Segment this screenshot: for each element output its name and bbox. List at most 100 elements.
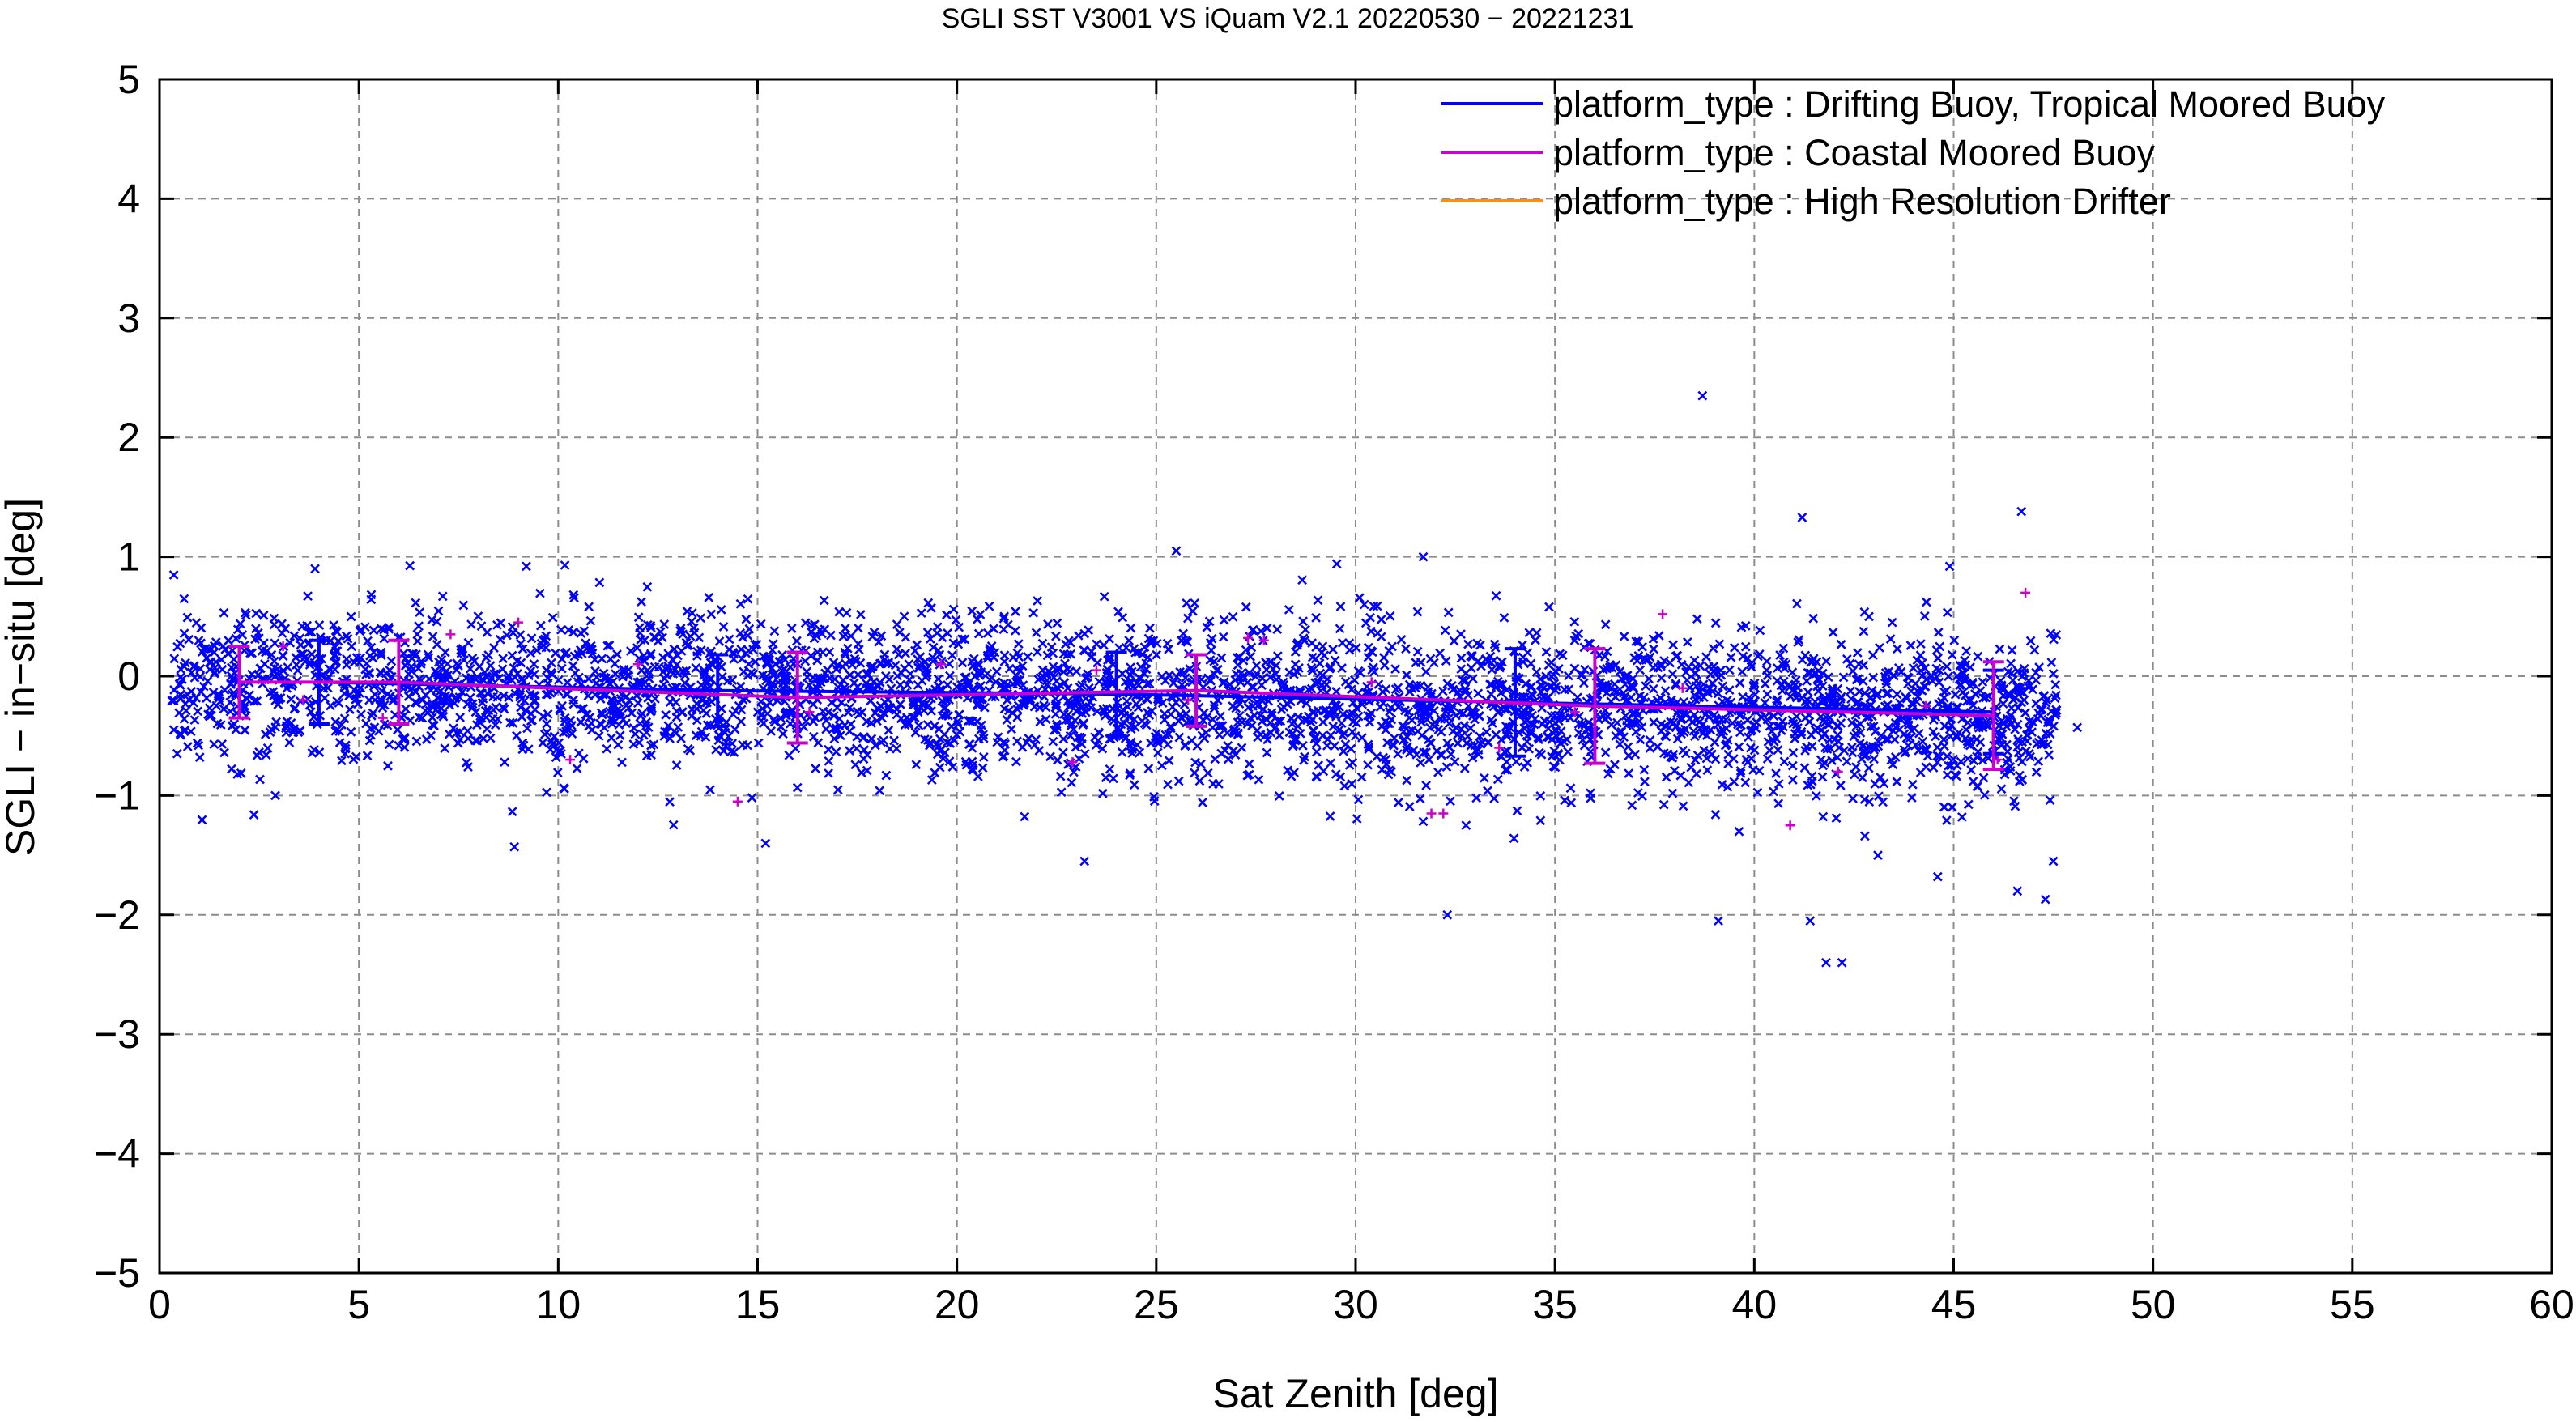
data-point bbox=[663, 649, 674, 659]
data-point bbox=[2007, 645, 2017, 655]
data-point bbox=[1563, 671, 1573, 681]
data-point bbox=[1724, 685, 1735, 696]
y-tick-label: 5 bbox=[117, 57, 140, 102]
data-point bbox=[2012, 886, 2023, 896]
data-point bbox=[2034, 662, 2044, 672]
data-point bbox=[341, 631, 351, 641]
data-point bbox=[186, 686, 197, 696]
data-point bbox=[1376, 615, 1386, 624]
data-point bbox=[182, 612, 193, 623]
data-point bbox=[1290, 659, 1301, 670]
data-point bbox=[1847, 742, 1857, 752]
data-point bbox=[1456, 653, 1467, 663]
data-point bbox=[1365, 711, 1375, 722]
data-point bbox=[1286, 771, 1297, 781]
data-point bbox=[1726, 652, 1736, 662]
data-point bbox=[1948, 754, 1959, 764]
data-point bbox=[411, 736, 422, 747]
data-point bbox=[1078, 720, 1088, 730]
data-point bbox=[1915, 650, 1926, 661]
data-point bbox=[728, 709, 739, 720]
data-point bbox=[640, 635, 650, 645]
data-point bbox=[1907, 779, 1918, 790]
data-point bbox=[1152, 649, 1162, 660]
data-point bbox=[1228, 701, 1238, 711]
data-point bbox=[1624, 768, 1634, 778]
x-tick-label: 50 bbox=[2131, 1282, 2176, 1327]
data-point bbox=[1290, 647, 1301, 657]
data-point bbox=[941, 610, 952, 620]
data-point bbox=[179, 628, 189, 639]
data-point bbox=[1219, 615, 1229, 625]
data-point bbox=[209, 739, 219, 749]
data-point bbox=[1241, 602, 1251, 612]
data-point bbox=[1639, 764, 1650, 775]
data-point bbox=[1850, 769, 1859, 780]
data-point bbox=[613, 739, 624, 750]
data-point bbox=[469, 656, 479, 666]
chart-title: SGLI SST V3001 VS iQuam V2.1 20220530 − … bbox=[942, 3, 1634, 34]
data-point bbox=[1667, 788, 1678, 798]
data-point bbox=[945, 671, 955, 681]
data-point bbox=[463, 637, 474, 648]
data-point bbox=[526, 633, 537, 644]
data-point bbox=[1710, 810, 1721, 820]
data-point bbox=[247, 648, 257, 658]
data-point bbox=[1827, 686, 1837, 696]
data-point bbox=[910, 727, 921, 738]
data-point bbox=[1735, 766, 1746, 776]
data-point bbox=[261, 750, 271, 760]
data-point bbox=[1337, 663, 1347, 673]
data-point bbox=[1121, 643, 1131, 653]
data-point bbox=[578, 704, 589, 713]
data-point bbox=[2006, 658, 2016, 669]
data-point bbox=[1185, 664, 1195, 674]
data-point bbox=[1385, 706, 1394, 717]
data-point bbox=[1710, 618, 1721, 628]
data-point bbox=[859, 745, 870, 756]
data-point bbox=[838, 675, 849, 685]
data-point bbox=[1099, 640, 1109, 650]
data-point bbox=[1318, 717, 1328, 727]
data-point bbox=[639, 650, 649, 661]
data-point bbox=[1635, 665, 1646, 675]
data-point bbox=[1460, 675, 1471, 686]
data-point bbox=[2025, 636, 2036, 646]
data-point bbox=[1996, 683, 2007, 694]
data-point bbox=[1910, 740, 1921, 750]
data-point bbox=[951, 615, 961, 625]
data-point bbox=[1330, 655, 1340, 666]
data-point bbox=[462, 757, 471, 768]
data-point bbox=[1297, 740, 1308, 751]
data-point bbox=[515, 690, 526, 700]
data-point bbox=[964, 739, 975, 749]
data-point bbox=[1411, 658, 1421, 668]
data-point bbox=[1473, 656, 1484, 666]
data-point bbox=[1817, 772, 1828, 782]
data-point bbox=[413, 663, 424, 674]
data-point bbox=[1318, 730, 1328, 741]
data-point bbox=[1306, 662, 1317, 673]
data-point bbox=[687, 705, 697, 714]
data-point bbox=[908, 712, 918, 722]
data-point bbox=[393, 725, 402, 735]
data-point bbox=[215, 696, 225, 707]
data-point bbox=[1946, 760, 1956, 771]
data-point bbox=[1126, 662, 1135, 673]
data-point bbox=[1788, 747, 1799, 758]
data-point bbox=[1475, 640, 1485, 650]
data-point bbox=[1526, 658, 1536, 669]
data-point bbox=[445, 629, 456, 640]
data-point bbox=[1745, 659, 1756, 670]
data-point bbox=[829, 734, 840, 744]
data-point bbox=[943, 628, 952, 638]
x-tick-label: 5 bbox=[347, 1282, 370, 1327]
data-point bbox=[1916, 639, 1926, 649]
data-point bbox=[837, 697, 847, 708]
data-point bbox=[1164, 644, 1173, 654]
data-point bbox=[289, 631, 300, 641]
data-point bbox=[743, 594, 753, 604]
data-point bbox=[1363, 642, 1373, 653]
data-point bbox=[1034, 746, 1045, 756]
data-point bbox=[597, 654, 607, 664]
